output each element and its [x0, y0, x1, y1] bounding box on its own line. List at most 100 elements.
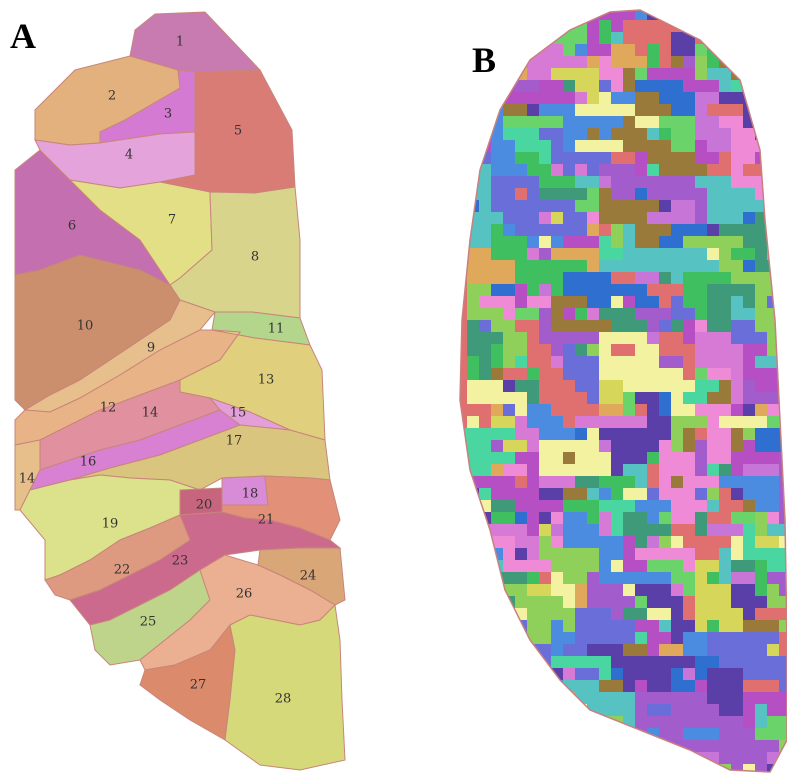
pixel-cell [503, 80, 515, 92]
pixel-cell [587, 620, 599, 632]
pixel-cell [671, 200, 683, 212]
pixel-cell [563, 164, 575, 176]
pixel-cell [779, 728, 787, 740]
pixel-cell [695, 140, 707, 152]
pixel-cell [467, 296, 479, 308]
pixel-cell [647, 368, 659, 380]
pixel-cell [599, 44, 611, 56]
pixel-cell [707, 524, 719, 536]
pixel-cell [611, 728, 623, 740]
pixel-cell [539, 488, 551, 500]
pixel-cell [635, 752, 647, 764]
pixel-cell [659, 224, 671, 236]
pixel-cell [731, 10, 743, 20]
pixel-cell [551, 272, 563, 284]
pixel-cell [575, 500, 587, 512]
pixel-cell [659, 272, 671, 284]
pixel-cell [623, 140, 635, 152]
pixel-cell [683, 704, 695, 716]
pixel-cell [731, 608, 743, 620]
pixel-cell [491, 140, 503, 152]
pixel-cell [755, 260, 767, 272]
pixel-cell [707, 176, 719, 188]
pixel-cell [683, 104, 695, 116]
pixel-cell [659, 344, 671, 356]
pixel-cell [695, 188, 707, 200]
pixel-cell [695, 692, 707, 704]
pixel-cell [659, 44, 671, 56]
pixel-cell [599, 584, 611, 596]
pixel-cell [671, 644, 683, 656]
pixel-cell [599, 236, 611, 248]
pixel-cell [587, 344, 599, 356]
pixel-cell [683, 236, 695, 248]
pixel-cell [575, 368, 587, 380]
pixel-cell [599, 176, 611, 188]
pixel-cell [755, 200, 767, 212]
pixel-cell [503, 248, 515, 260]
pixel-cell [563, 500, 575, 512]
pixel-cell [779, 284, 787, 296]
pixel-cell [695, 68, 707, 80]
pixel-cell [527, 260, 539, 272]
pixel-cell [539, 692, 551, 704]
pixel-cell [755, 500, 767, 512]
pixel-cell [563, 104, 575, 116]
pixel-cell [731, 344, 743, 356]
pixel-cell [707, 140, 719, 152]
pixel-cell [647, 644, 659, 656]
pixel-cell [539, 20, 551, 32]
pixel-cell [683, 656, 695, 668]
pixel-cell [635, 452, 647, 464]
pixel-cell [575, 440, 587, 452]
pixel-cell [515, 140, 527, 152]
pixel-cell [755, 560, 767, 572]
pixel-cell [599, 32, 611, 44]
pixel-cell [467, 92, 479, 104]
pixel-cell [575, 128, 587, 140]
pixel-cell [460, 68, 467, 80]
pixel-cell [611, 632, 623, 644]
pixel-cell [599, 656, 611, 668]
pixel-cell [659, 128, 671, 140]
pixel-cell [755, 356, 767, 368]
pixel-cell [539, 428, 551, 440]
pixel-cell [599, 740, 611, 752]
pixel-cell [683, 728, 695, 740]
pixel-cell [719, 776, 731, 782]
pixel-cell [671, 68, 683, 80]
pixel-cell [460, 584, 467, 596]
pixel-cell [623, 104, 635, 116]
pixel-cell [707, 32, 719, 44]
pixel-cell [719, 152, 731, 164]
pixel-cell [563, 260, 575, 272]
pixel-cell [719, 656, 731, 668]
pixel-cell [467, 332, 479, 344]
pixel-cell [460, 416, 467, 428]
pixel-cell [599, 512, 611, 524]
pixel-cell [455, 776, 467, 782]
pixel-cell [659, 488, 671, 500]
pixel-cell [719, 116, 731, 128]
pixel-cell [707, 704, 719, 716]
pixel-cell [767, 416, 779, 428]
pixel-cell [460, 344, 467, 356]
pixel-cell [503, 380, 515, 392]
pixel-cell [503, 644, 515, 656]
pixel-cell [755, 536, 767, 548]
pixel-cell [767, 500, 779, 512]
pixel-cell [527, 548, 539, 560]
pixel-cell [659, 704, 671, 716]
pixel-cell [743, 356, 755, 368]
pixel-cell [587, 248, 599, 260]
pixel-cell [551, 284, 563, 296]
pixel-cell [767, 608, 779, 620]
pixel-cell [731, 584, 743, 596]
pixel-cell [623, 260, 635, 272]
pixel-cell [683, 188, 695, 200]
pixel-cell [527, 212, 539, 224]
pixel-cell [671, 764, 683, 772]
pixel-cell [611, 368, 623, 380]
pixel-cell [707, 548, 719, 560]
pixel-cell [575, 380, 587, 392]
